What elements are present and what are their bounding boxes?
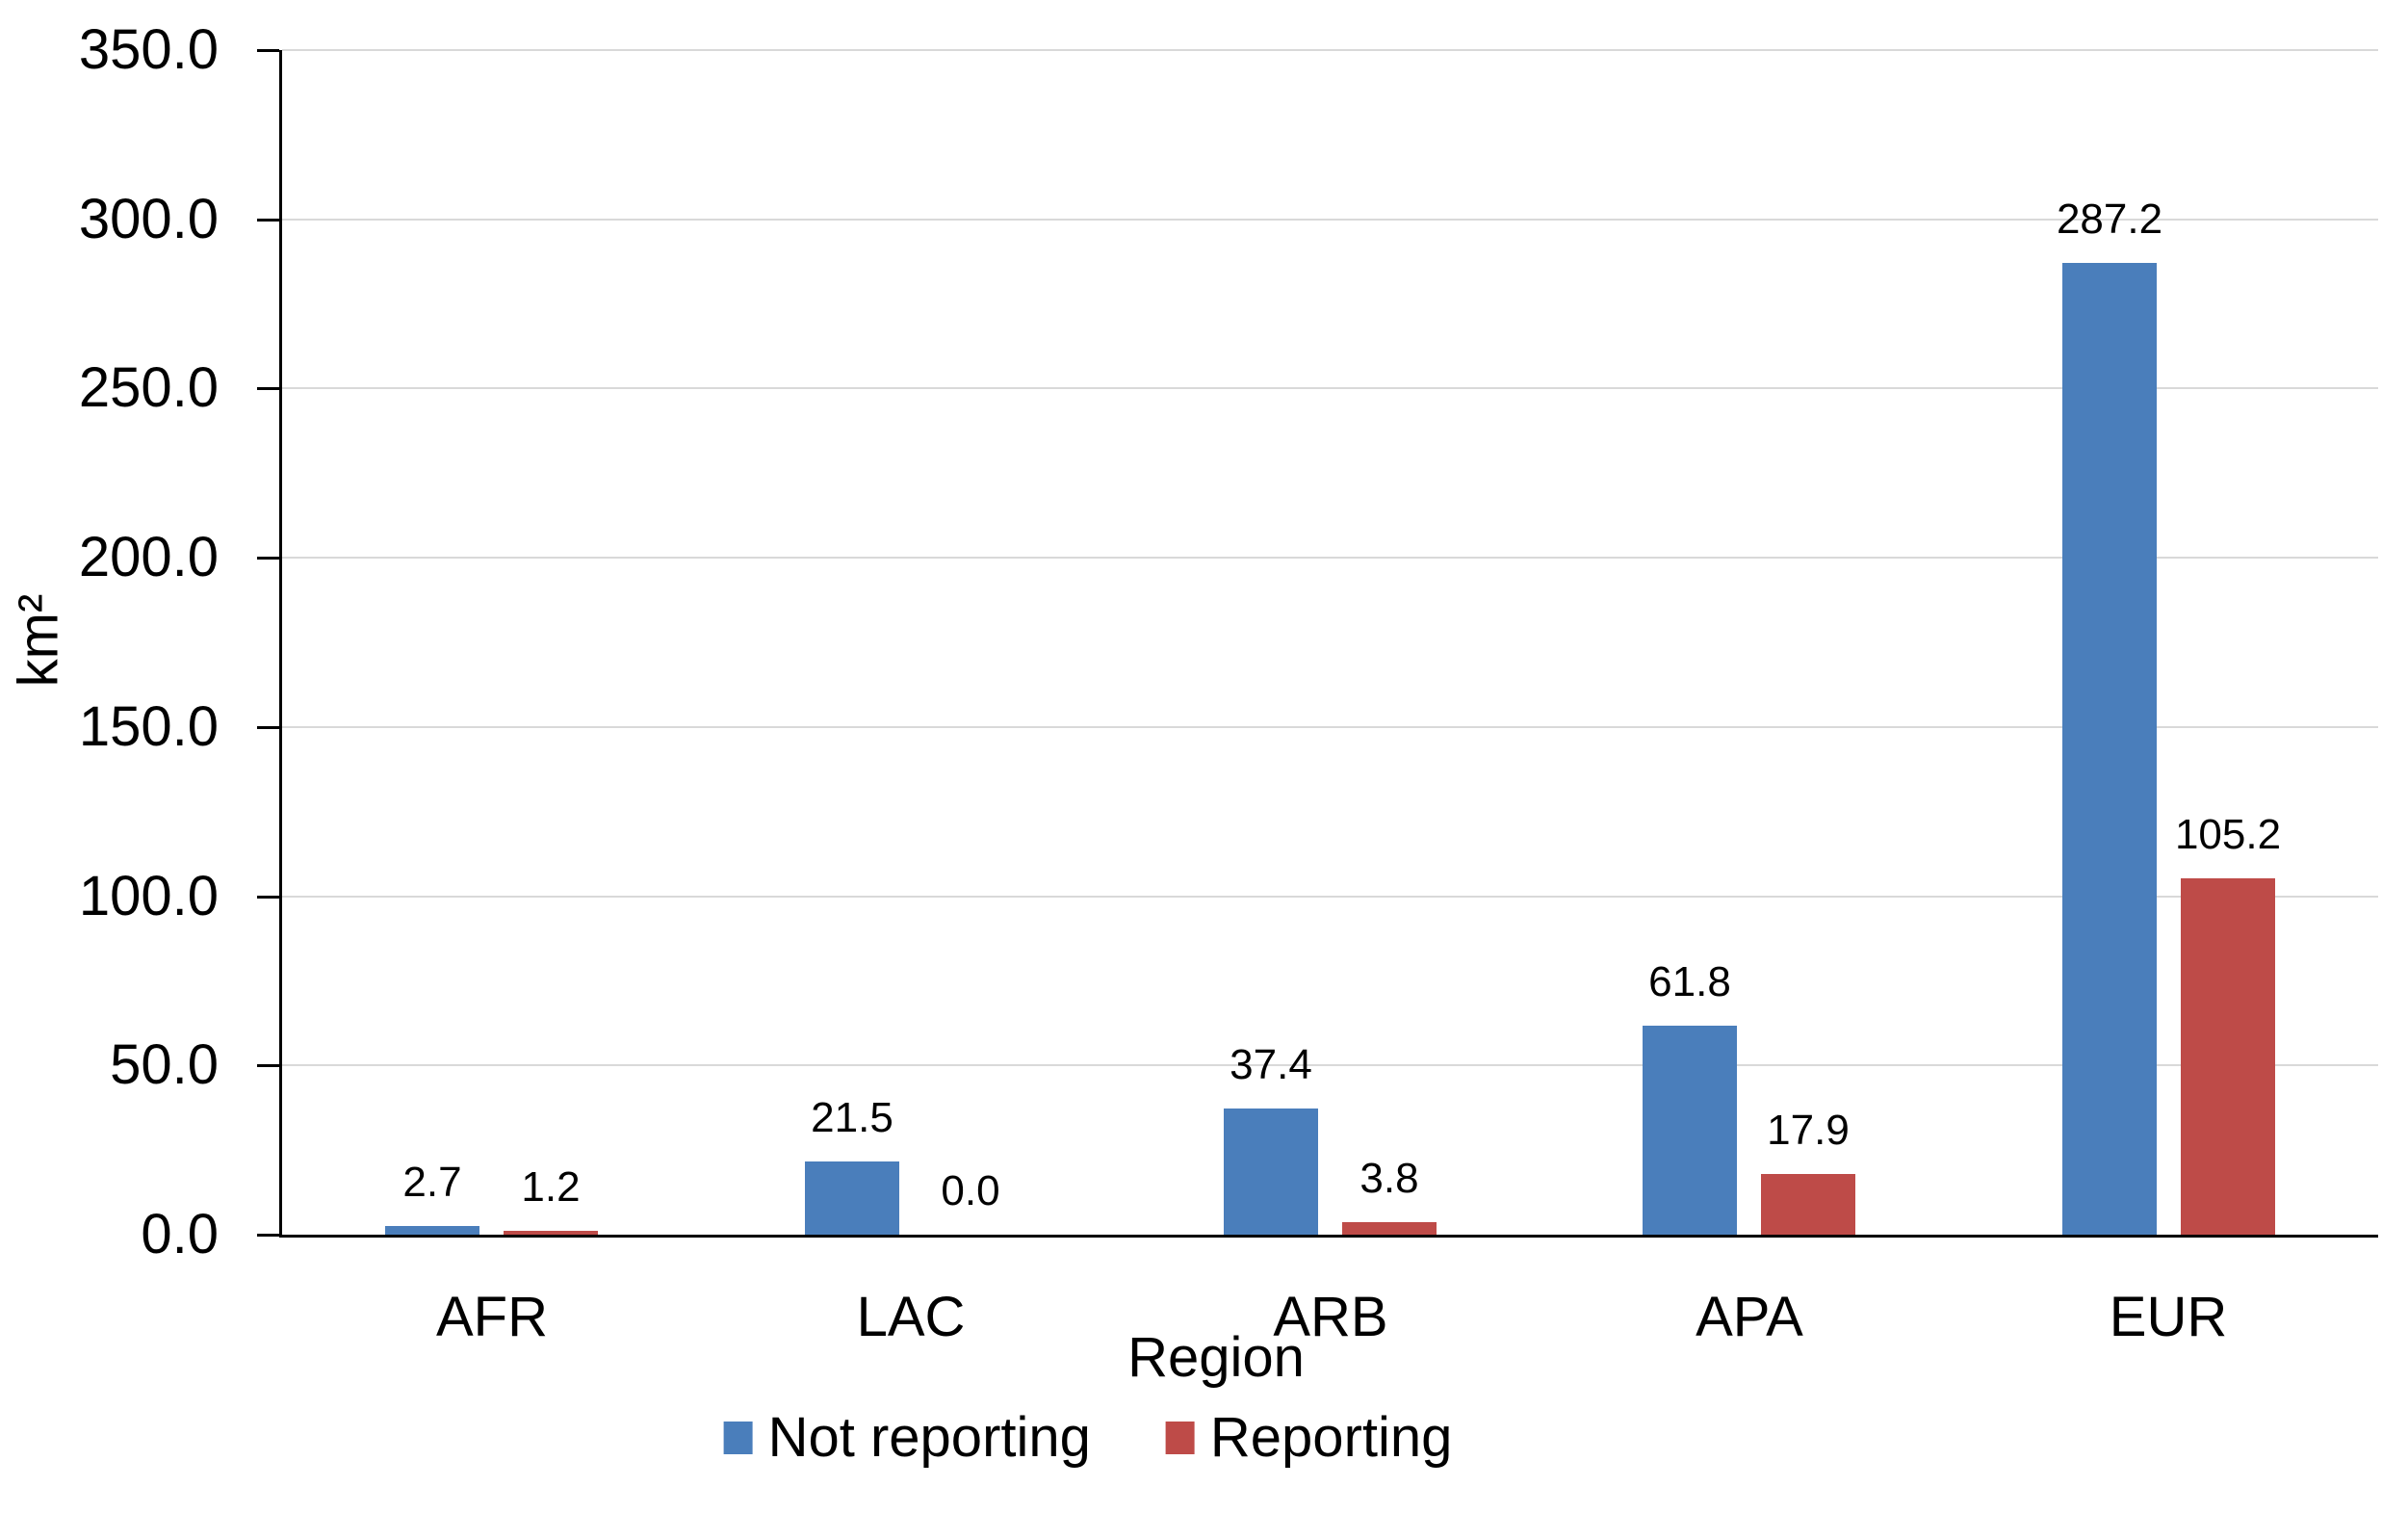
bar-not-reporting-arb (1224, 1109, 1318, 1235)
category-label-eur: EUR (2109, 1286, 2228, 1348)
category-label-afr: AFR (436, 1286, 548, 1348)
bar-reporting-eur (2181, 878, 2275, 1235)
data-label-reporting-eur: 105.2 (2174, 811, 2282, 858)
plot-area: 0.0 50.0 100.0 150.0 200.0 250.0 300.0 350.0 2.… (79, 22, 2378, 1346)
gridline-150 (282, 726, 2378, 728)
gridline-50 (282, 1064, 2378, 1066)
legend-swatch-not-reporting (723, 1422, 753, 1454)
y-tick-mark-300 (257, 219, 279, 222)
legend-label-reporting: Reporting (1209, 1406, 1453, 1469)
category-label-lac: LAC (856, 1286, 966, 1348)
y-tick-label-200: 200.0 (78, 526, 219, 588)
y-tick-label-350: 350.0 (78, 18, 219, 81)
legend-item-reporting: Reporting (1165, 1406, 1453, 1469)
bar-reporting-afr (504, 1231, 598, 1235)
data-label-not-reporting-eur: 287.2 (2056, 196, 2163, 243)
legend-item-not-reporting: Not reporting (723, 1406, 1091, 1469)
data-label-reporting-arb: 3.8 (1359, 1155, 1419, 1202)
y-tick-mark-100 (257, 896, 279, 899)
bar-reporting-apa (1761, 1174, 1855, 1235)
bar-not-reporting-apa (1643, 1026, 1737, 1235)
category-label-apa: APA (1696, 1286, 1803, 1348)
data-label-not-reporting-lac: 21.5 (811, 1094, 893, 1141)
bar-not-reporting-eur (2062, 263, 2157, 1235)
y-tick-mark-350 (257, 49, 279, 52)
y-tick-label-300: 300.0 (78, 188, 219, 250)
bar-reporting-arb (1342, 1222, 1437, 1235)
data-label-reporting-apa: 17.9 (1767, 1107, 1850, 1154)
gridline-350 (282, 49, 2378, 51)
category-label-arb: ARB (1273, 1286, 1388, 1348)
legend-label-not-reporting: Not reporting (767, 1406, 1091, 1469)
y-tick-label-150: 150.0 (78, 695, 219, 758)
gridline-100 (282, 896, 2378, 898)
y-tick-mark-150 (257, 726, 279, 729)
y-tick-mark-50 (257, 1064, 279, 1067)
y-tick-mark-200 (257, 557, 279, 560)
data-label-not-reporting-afr: 2.7 (402, 1159, 462, 1206)
gridline-300 (282, 219, 2378, 221)
bar-not-reporting-afr (385, 1226, 479, 1235)
y-axis-title: km² (7, 593, 70, 688)
data-label-not-reporting-apa: 61.8 (1648, 958, 1731, 1005)
x-axis-title: Region (1127, 1326, 1305, 1389)
data-label-not-reporting-arb: 37.4 (1230, 1041, 1312, 1088)
y-tick-label-0: 0.0 (141, 1203, 219, 1265)
y-tick-label-100: 100.0 (78, 865, 219, 927)
gridline-200 (282, 557, 2378, 559)
y-tick-label-50: 50.0 (110, 1033, 219, 1096)
gridline-250 (282, 387, 2378, 389)
y-tick-mark-250 (257, 387, 279, 390)
legend: Not reporting Reporting (723, 1406, 1453, 1469)
y-tick-label-250: 250.0 (78, 356, 219, 419)
data-label-reporting-lac: 0.0 (941, 1167, 1000, 1214)
bar-not-reporting-lac (805, 1161, 899, 1235)
legend-swatch-reporting (1165, 1422, 1195, 1454)
y-tick-mark-0 (257, 1234, 279, 1237)
data-label-reporting-afr: 1.2 (521, 1163, 581, 1211)
